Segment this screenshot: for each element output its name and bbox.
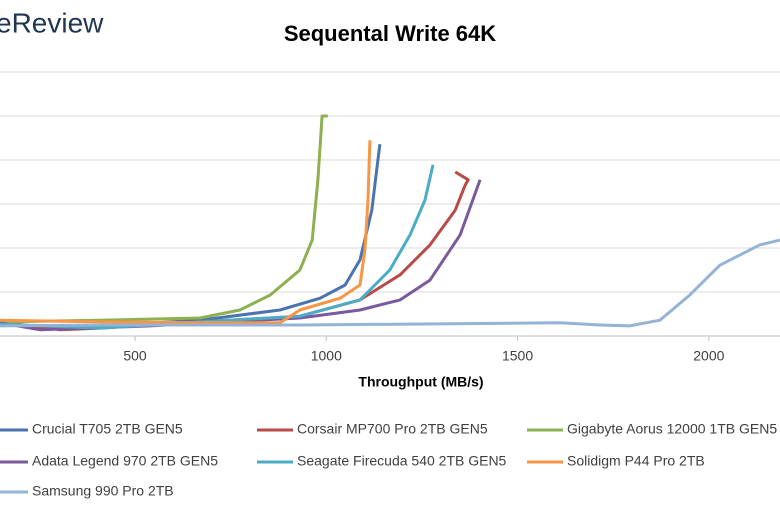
legend-label: Samsung 990 Pro 2TB (32, 483, 174, 499)
legend-label: Corsair MP700 Pro 2TB GEN5 (297, 421, 488, 437)
x-tick-label: 2000 (693, 348, 724, 364)
legend-label: Seagate Firecuda 540 2TB GEN5 (297, 453, 507, 469)
x-tick-label: 500 (123, 348, 147, 364)
series-line (0, 170, 470, 332)
legend-label: Solidigm P44 Pro 2TB (567, 453, 705, 469)
legend-label: Crucial T705 2TB GEN5 (32, 421, 183, 437)
series-line (0, 140, 372, 325)
x-tick-label: 1500 (502, 348, 533, 364)
x-axis-label: Throughput (MB/s) (358, 374, 483, 390)
legend-label: Gigabyte Aorus 12000 1TB GEN5 (567, 421, 777, 437)
legend-label: Adata Legend 970 2TB GEN5 (32, 453, 218, 469)
series-line (0, 144, 382, 330)
series-line (0, 179, 482, 332)
series-line (0, 114, 328, 324)
series-line (0, 238, 780, 328)
x-tick-label: 1000 (311, 348, 342, 364)
chart-title: Sequental Write 64K (284, 21, 496, 46)
brand-logo: eReview (0, 7, 104, 38)
